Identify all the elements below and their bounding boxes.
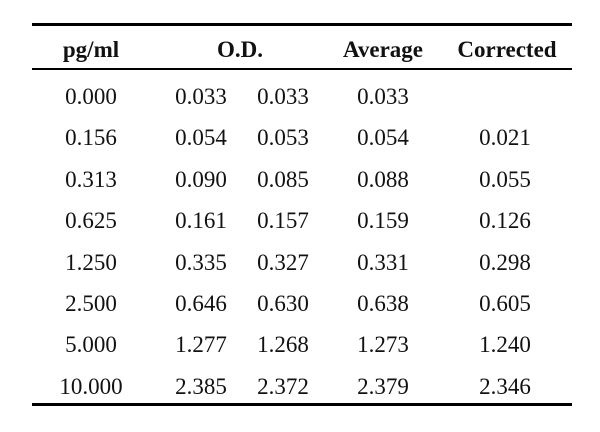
cell-corrected: 0.126 <box>479 208 531 234</box>
cell-average: 0.159 <box>357 208 409 234</box>
cell-od-1: 0.161 <box>175 208 227 234</box>
cell-corrected: 1.240 <box>479 332 531 358</box>
table-top-rule <box>32 23 572 26</box>
table-header-rule <box>32 68 572 70</box>
cell-conc: 1.250 <box>65 249 117 275</box>
cell-average: 0.088 <box>357 166 409 192</box>
cell-corrected: 2.346 <box>479 373 531 399</box>
cell-conc: 0.313 <box>65 166 117 192</box>
cell-od-2: 0.033 <box>257 84 309 109</box>
cell-od-2: 2.372 <box>257 373 309 399</box>
cell-od-2: 0.085 <box>257 166 309 192</box>
cell-conc: 10.000 <box>59 373 123 399</box>
cell-od-1: 0.335 <box>175 249 227 275</box>
cell-od-1: 0.090 <box>175 166 227 192</box>
cell-average: 0.331 <box>357 249 409 275</box>
cell-conc: 2.500 <box>65 291 117 316</box>
header-corrected: Corrected <box>457 37 557 62</box>
cell-od-1: 2.385 <box>175 373 227 399</box>
cell-corrected: 0.298 <box>479 249 531 275</box>
cell-conc: 0.000 <box>65 84 117 109</box>
cell-od-2: 0.053 <box>257 125 309 151</box>
cell-corrected: 0.055 <box>479 166 531 192</box>
cell-corrected: 0.605 <box>479 291 531 316</box>
cell-average: 0.638 <box>357 291 409 316</box>
cell-conc: 0.156 <box>65 125 117 151</box>
cell-corrected: 0.021 <box>479 125 531 151</box>
cell-od-1: 1.277 <box>175 332 227 358</box>
header-average: Average <box>342 37 424 62</box>
cell-od-2: 0.327 <box>257 249 309 275</box>
cell-average: 1.273 <box>357 332 409 358</box>
cell-od-2: 0.630 <box>257 291 309 316</box>
cell-conc: 0.625 <box>65 208 117 234</box>
cell-od-2: 0.157 <box>257 208 309 234</box>
cell-od-1: 0.054 <box>175 125 227 151</box>
cell-average: 0.054 <box>357 125 409 151</box>
cell-od-1: 0.033 <box>175 84 227 109</box>
cell-average: 2.379 <box>357 373 409 399</box>
cell-od-2: 1.268 <box>257 332 309 358</box>
cell-conc: 5.000 <box>65 332 117 358</box>
header-od: O.D. <box>217 37 263 62</box>
cell-average: 0.033 <box>357 84 409 109</box>
table-bottom-rule <box>32 403 572 406</box>
cell-od-1: 0.646 <box>175 291 227 316</box>
header-conc: pg/ml <box>62 37 120 62</box>
